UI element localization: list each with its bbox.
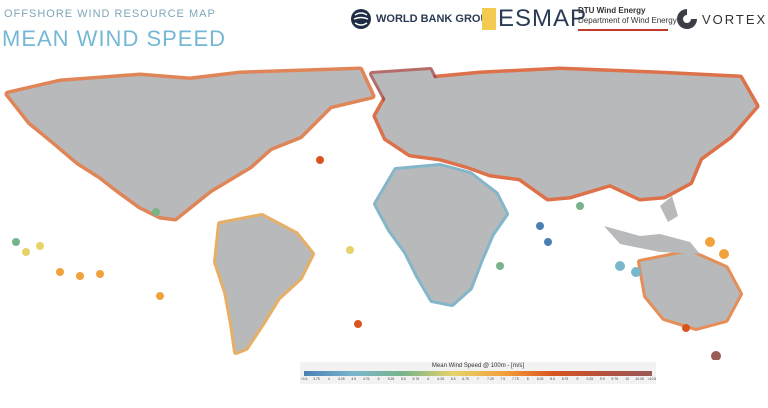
esmap-label: ESMAP — [498, 5, 588, 32]
land-masses — [8, 70, 756, 352]
legend-tick-label: 4.5 — [351, 377, 357, 381]
legend-tick-label: 8.25 — [536, 377, 544, 381]
legend-tick-label: 8 — [526, 377, 529, 381]
legend-ticks: <3.5 3.75 4 4.25 4.5 4.75 5 5.25 5.5 5.75 6 6.25 6.5… — [300, 377, 657, 383]
legend-tick-label: 6 — [427, 377, 430, 381]
legend-tick-label: 5.5 — [401, 377, 406, 381]
map-subtitle: OFFSHORE WIND RESOURCE MAP — [4, 8, 216, 20]
legend-title: Mean Wind Speed @ 100m - [m/s] — [431, 363, 525, 369]
legend-tick-label: 7 — [477, 377, 479, 381]
vortex-logo: VORTEX — [676, 4, 767, 34]
world-map[interactable] — [0, 66, 768, 360]
dtu-name: DTU Wind Energy — [578, 6, 646, 15]
dtu-department: Department of Wind Energy — [578, 16, 677, 25]
legend-tick-label: 4.25 — [337, 377, 345, 381]
esmap-logo: ESMAP — [482, 4, 587, 34]
legend-tick-label: 3.75 — [313, 377, 320, 381]
legend-tick-label: 4.75 — [362, 377, 370, 381]
legend-tick-label: 7.5 — [500, 377, 506, 381]
legend-tick-label: 5.25 — [387, 377, 395, 381]
header: OFFSHORE WIND RESOURCE MAP MEAN WIND SPE… — [0, 0, 768, 60]
legend-tick-label: 7.25 — [487, 377, 494, 381]
legend-tick-label: 5 — [377, 377, 380, 381]
dtu-underline — [578, 29, 668, 31]
legend-tick-label: 6.5 — [450, 377, 456, 381]
legend-tick-label: <3.5 — [300, 377, 308, 381]
map-title: MEAN WIND SPEED — [2, 26, 227, 51]
world-bank-logo: WORLD BANK GROUP — [350, 4, 496, 34]
offshore-points — [12, 156, 729, 360]
dtu-logo: DTU Wind Energy Department of Wind Energ… — [578, 6, 677, 26]
legend-tick-label: 6.25 — [437, 377, 445, 381]
legend-color-bar — [304, 371, 652, 376]
world-bank-label: WORLD BANK GROUP — [376, 13, 496, 25]
legend-tick-label: 8.5 — [550, 377, 555, 381]
esmap-mark-icon — [482, 8, 496, 30]
legend-tick-label: 9.75 — [611, 377, 619, 381]
legend-tick-label: 10 — [625, 377, 630, 381]
legend-tick-label: >10.5 — [647, 377, 657, 381]
legend-tick-label: 8.75 — [561, 377, 569, 381]
legend: Mean Wind Speed @ 100m - [m/s] <3.5 3.75 4… — [300, 362, 656, 384]
legend-tick-label: 9.25 — [586, 377, 594, 381]
vortex-mark-icon — [677, 9, 697, 29]
legend-tick-label: 4 — [327, 377, 330, 381]
legend-tick-label: 10.25 — [635, 377, 644, 381]
vortex-label: VORTEX — [702, 11, 768, 27]
legend-tick-label: 5.75 — [412, 377, 420, 381]
globe-icon — [351, 9, 371, 29]
legend-tick-label: 7.75 — [511, 377, 519, 381]
legend-tick-label: 9.5 — [599, 377, 605, 381]
legend-tick-label: 9 — [576, 377, 579, 381]
legend-tick-label: 6.75 — [462, 377, 469, 381]
